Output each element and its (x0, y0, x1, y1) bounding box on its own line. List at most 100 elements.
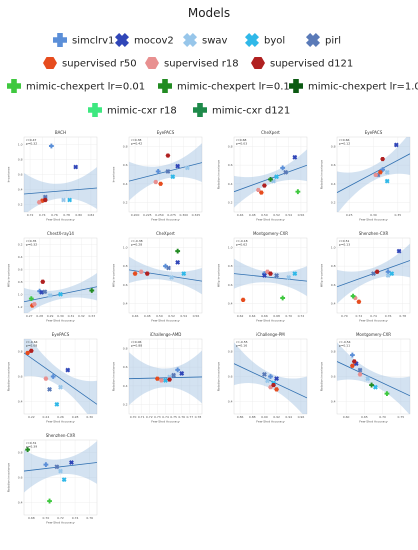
point-supervised-d121 (42, 197, 48, 203)
x-tick-label: 0.31 (68, 314, 75, 318)
stat-text: p=0.13 (339, 242, 350, 246)
stat-text: r=0.68 (236, 138, 247, 142)
point-byol (384, 178, 390, 184)
point-mocov2 (65, 367, 71, 373)
x-tick-label: 0.29 (47, 314, 54, 318)
legend-marker-mocov2 (114, 32, 130, 48)
confidence-band (24, 339, 97, 414)
point-byol (170, 174, 176, 180)
point-swav (265, 378, 270, 384)
point-supervised-r50 (258, 190, 264, 195)
confidence-band (337, 137, 410, 212)
point-mimic-chexpert-lr-0-1 (25, 447, 31, 453)
point-supervised-r50 (356, 299, 362, 304)
y-axis-label: Hflip invariance (320, 264, 324, 288)
x-axis-label: Few-Shot Accuracy (151, 218, 180, 222)
x-axis-label: Few-Shot Accuracy (46, 218, 75, 222)
point-mimic-chexpert-lr-0-01 (350, 293, 356, 299)
point-mocov2 (175, 163, 181, 169)
point-mimic-chexpert-lr-0-01 (28, 296, 34, 302)
x-tick-label: 0.325 (192, 213, 201, 217)
legend-label-mimic-chexpert-lr-0-01: mimic-chexpert lr=0.01 (26, 82, 145, 93)
point-supervised-r18 (268, 385, 273, 390)
point-byol (292, 271, 298, 277)
x-axis-label: Few-Shot Accuracy (151, 319, 180, 323)
point-supervised-d121 (167, 377, 172, 382)
stat-text: r=-0.64 (26, 340, 38, 344)
x-tick-label: 0.26 (57, 415, 64, 419)
y-tick-label: 0.6 (331, 375, 336, 379)
panel-montgomery-cxr: Montgomery-CXR 0.60 0.65 0.70 0.75 0.4 0.6 0.8 r… (318, 330, 413, 430)
x-tick-label: 0.46 (237, 213, 244, 217)
legend-title: Models (188, 6, 230, 20)
x-axis-label: Few-Shot Accuracy (151, 420, 180, 424)
x-tick-label: 0.30 (370, 213, 377, 217)
y-axis-label: Hflip invariance (217, 264, 221, 288)
y-tick-label: 0.4 (228, 302, 233, 306)
x-tick-label: 0.50 (261, 213, 268, 217)
y-tick-label: 1.0 (18, 292, 23, 296)
x-tick-label: 0.275 (167, 213, 176, 217)
panel-title: Shenzhen-CXR (46, 433, 76, 438)
stat-text: p=0.12 (339, 141, 350, 145)
legend-label-mimic-chexpert-lr-1-0: mimic-chexpert lr=1.0 (308, 82, 418, 93)
point-supervised-d121 (262, 183, 267, 188)
point-swav (385, 273, 391, 278)
point-supervised-r50 (25, 350, 31, 356)
x-axis-label: Few-Shot Accuracy (359, 218, 388, 222)
point-pirl (357, 367, 363, 373)
point-supervised-d121 (351, 359, 357, 364)
panel-title: CheXpert (261, 130, 280, 135)
point-supervised-r18 (255, 187, 261, 193)
y-axis-label: Invariance (7, 166, 11, 182)
x-tick-label: 0.72 (356, 314, 363, 318)
y-tick-label: 0.8 (18, 350, 23, 354)
point-supervised-r18 (138, 269, 144, 274)
panel-eyepacs: EyePACS 0.25 0.30 0.35 0.2 0.4 0.6 0.8 r=0.66 p=0… (318, 128, 413, 228)
panel-ichallenge-pm: iChallenge-PM 0.86 0.88 0.90 0.92 0.94 0.96 0.4… (215, 330, 310, 430)
x-tick-label: 0.60 (343, 415, 350, 419)
y-tick-label: 0.8 (18, 280, 23, 284)
x-axis-label: Few-Shot Accuracy (256, 420, 285, 424)
point-supervised-d121 (28, 348, 34, 353)
y-tick-label: 0.4 (18, 255, 23, 259)
x-tick-label: 0.72 (57, 516, 64, 520)
chart-grid: BACH 0.72 0.74 0.76 0.78 0.80 0.82 0.2 0.4 0.6 0.8… (0, 128, 418, 550)
y-tick-label: 0.8 (331, 144, 336, 148)
x-tick-label: 0.54 (285, 213, 292, 217)
point-mimic-chexpert-lr-0-1 (89, 288, 95, 293)
legend-marker-simclrv1 (53, 33, 67, 47)
x-tick-label: 0.68 (28, 516, 35, 520)
x-tick-label: 0.28 (72, 415, 79, 419)
point-supervised-r50 (377, 170, 383, 175)
legend-marker-mimic-chexpert-lr-0-1 (158, 79, 172, 93)
panel-chexpert: CheXpert 0.46 0.48 0.50 0.52 0.54 0.56 0.4 0.6 0.… (110, 229, 205, 329)
point-pirl (47, 386, 52, 392)
point-simclrv1 (163, 263, 168, 269)
point-swav (47, 293, 53, 298)
point-swav (384, 169, 390, 175)
point-simclrv1 (43, 462, 49, 468)
point-byol (181, 271, 187, 277)
stat-text: r=0.66 (339, 138, 350, 142)
stat-text: p=0.39 (26, 444, 37, 448)
x-tick-label: 0.48 (144, 314, 151, 318)
y-tick-label: 0.8 (331, 264, 336, 268)
y-axis-label: Rotation invariance (320, 362, 324, 391)
panel-svg: EyePACS 0.22 0.24 0.26 0.28 0.30 0.4 0.6 0.8 r=-0… (7, 332, 98, 424)
y-tick-label: 1.0 (228, 245, 233, 249)
x-tick-label: 0.70 (341, 314, 348, 318)
x-tick-label: 0.200 (131, 213, 140, 217)
panel-title: EyePACS (365, 130, 383, 135)
point-supervised-d121 (144, 271, 150, 276)
y-axis-label: Rotation invariance (7, 362, 11, 391)
y-tick-label: 0.8 (123, 346, 128, 350)
panel-svg: EyePACS 0.200 0.225 0.250 0.275 0.300 0.325 0.2… (112, 130, 203, 222)
y-axis-label: Rotation invariance (217, 160, 221, 189)
x-tick-label: 0.56 (298, 213, 305, 217)
point-supervised-d121 (380, 156, 386, 162)
y-axis-label: Rotation invariance (7, 463, 11, 492)
point-supervised-r50 (154, 376, 160, 381)
x-tick-label: 0.76 (385, 314, 392, 318)
point-mocov2 (69, 460, 74, 465)
